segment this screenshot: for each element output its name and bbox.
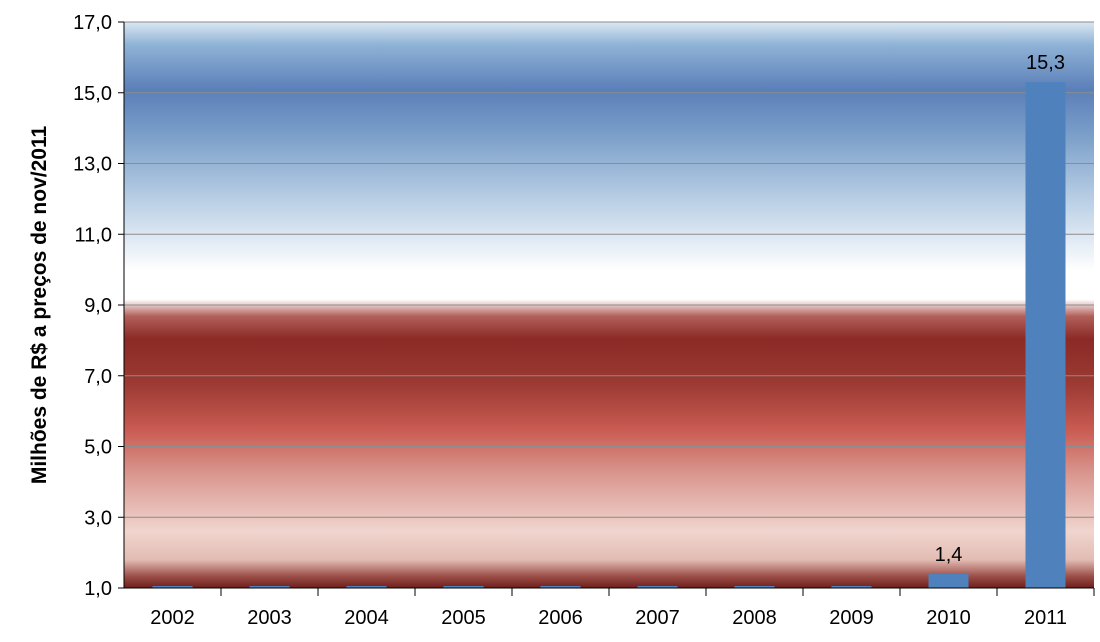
y-tick-label: 11,0 — [75, 224, 112, 246]
y-tick-label: 7,0 — [84, 366, 112, 388]
bar — [831, 586, 872, 588]
bars — [152, 82, 1066, 588]
y-tick-label: 13,0 — [73, 154, 112, 176]
bar — [346, 586, 387, 588]
bar — [443, 586, 484, 588]
y-tick-label: 3,0 — [84, 507, 112, 529]
labels: 1,0 3,0 5,0 7,0 9,0 11,0 13,0 15,0 17,0 2002 2003 2… — [28, 12, 1067, 629]
bar — [152, 586, 193, 588]
x-tick-label: 2002 — [150, 607, 195, 629]
y-tick-label: 15,0 — [73, 83, 112, 105]
x-tick-label: 2009 — [829, 607, 874, 629]
bar — [928, 573, 969, 588]
bar — [1025, 82, 1066, 588]
x-tick-label: 2004 — [344, 607, 389, 629]
bar — [637, 586, 678, 588]
x-tick-label: 2011 — [1024, 607, 1067, 629]
bar — [249, 586, 290, 588]
bar — [734, 586, 775, 588]
x-tick-label: 2003 — [247, 607, 292, 629]
x-tick-label: 2006 — [538, 607, 583, 629]
y-tick-label: 1,0 — [84, 578, 112, 600]
bar — [540, 586, 581, 588]
x-tick-label: 2007 — [635, 607, 680, 629]
y-tick-label: 9,0 — [84, 295, 112, 317]
y-tick-label: 5,0 — [84, 437, 112, 459]
gridlines — [124, 21, 1094, 518]
y-axis-label: Milhões de R$ a preços de nov/2011 — [28, 126, 51, 485]
x-tick-label: 2008 — [732, 607, 777, 629]
x-tick-label: 2005 — [441, 607, 486, 629]
data-label: 15,3 — [1026, 52, 1065, 74]
axes — [118, 21, 1095, 596]
y-tick-label: 17,0 — [73, 12, 112, 34]
x-tick-label: 2010 — [926, 607, 971, 629]
data-label: 1,4 — [935, 544, 963, 566]
